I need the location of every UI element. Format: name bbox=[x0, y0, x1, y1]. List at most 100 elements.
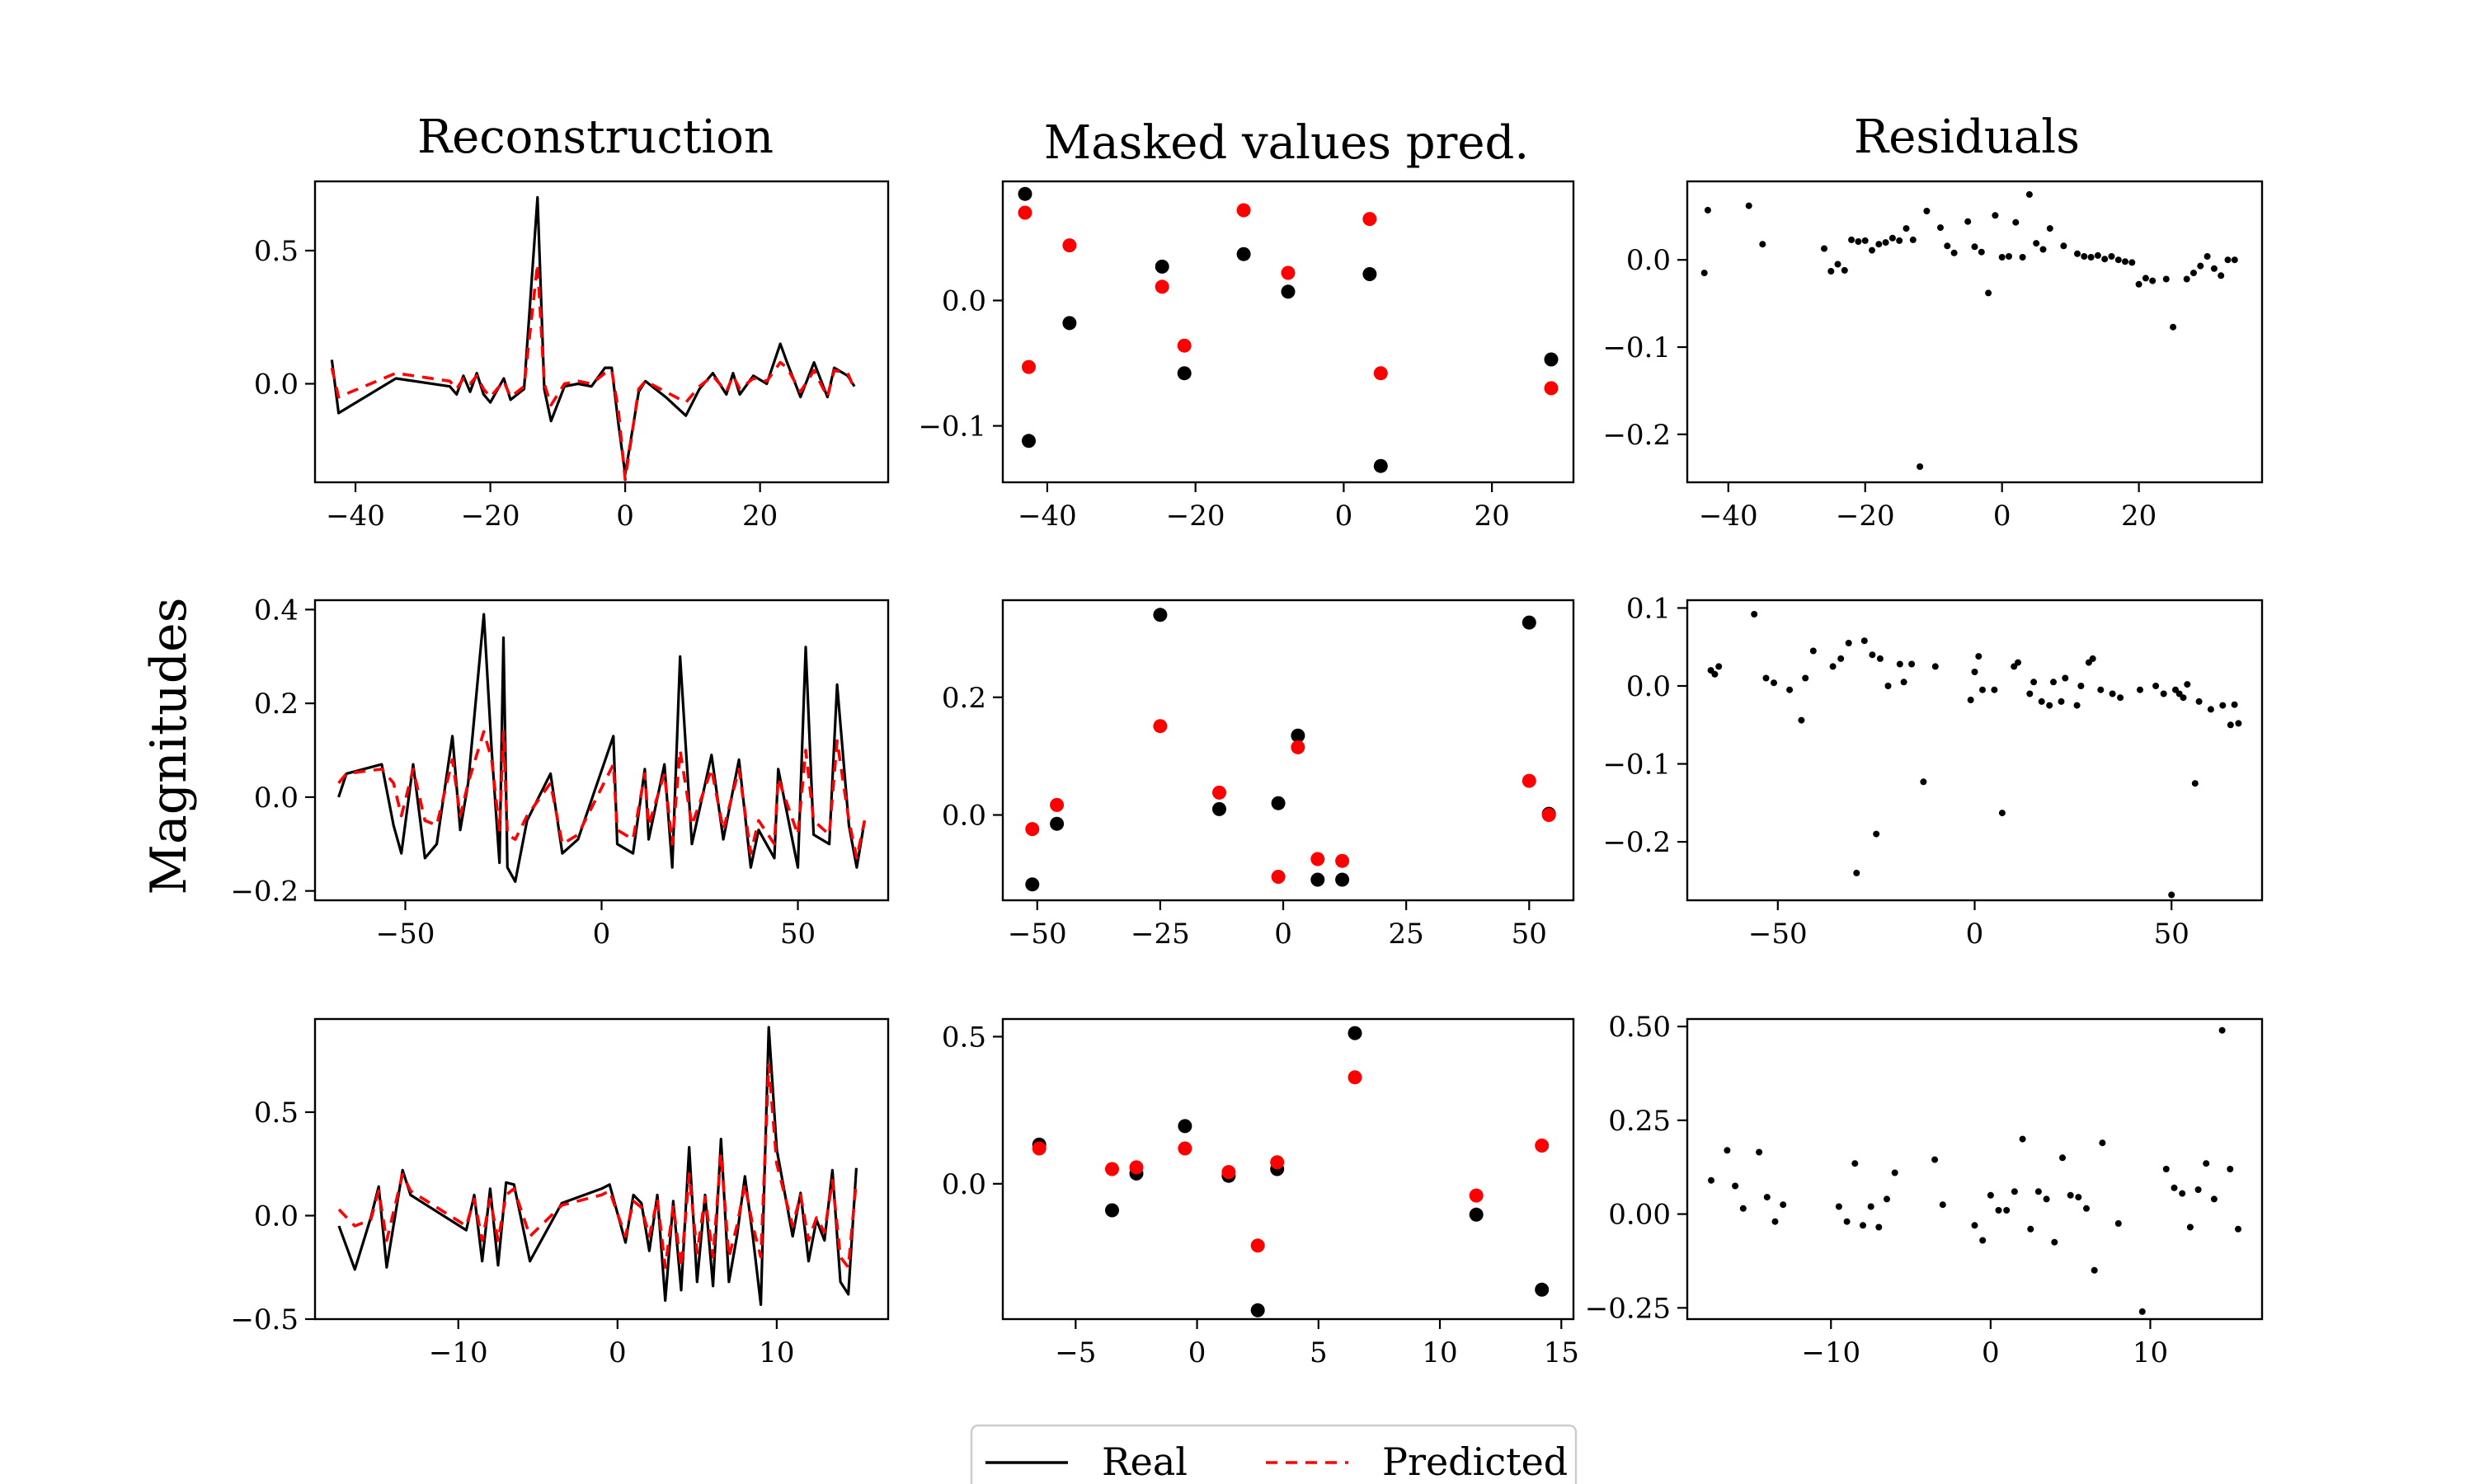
residuals-point bbox=[1821, 245, 1827, 252]
residuals-point bbox=[2043, 1195, 2050, 1203]
residuals-point bbox=[1869, 651, 1876, 659]
y-tick-label: 0.5 bbox=[942, 1021, 986, 1054]
y-tick-label: 0.0 bbox=[942, 1168, 986, 1201]
residuals-point bbox=[2108, 253, 2115, 260]
predicted-point bbox=[1270, 1155, 1285, 1170]
subplot-frame bbox=[1001, 599, 1575, 902]
y-tick-label: −0.2 bbox=[1602, 826, 1671, 859]
residuals-point bbox=[1888, 234, 1896, 242]
residuals-point bbox=[1711, 670, 1719, 678]
predicted-point bbox=[1155, 279, 1169, 294]
real-point bbox=[1469, 1207, 1484, 1222]
residuals-point bbox=[2184, 681, 2191, 688]
predicted-point bbox=[1212, 785, 1226, 800]
residuals-point bbox=[2128, 259, 2136, 266]
y-tick-label: −0.2 bbox=[230, 876, 299, 909]
residuals-point bbox=[2058, 697, 2065, 705]
residuals-point bbox=[1944, 242, 1951, 250]
real-point bbox=[1025, 877, 1040, 892]
subplot-plot-area bbox=[337, 613, 867, 883]
residuals-point bbox=[1855, 238, 1862, 245]
predicted-point bbox=[1535, 1139, 1550, 1153]
residuals-point bbox=[2235, 720, 2242, 727]
residuals-point bbox=[1931, 1156, 1939, 1163]
residuals-point bbox=[2033, 240, 2040, 247]
subplot-frame bbox=[313, 1017, 890, 1321]
x-tick-label: −50 bbox=[376, 918, 435, 951]
residuals-point bbox=[2081, 253, 2088, 260]
residuals-point bbox=[1917, 463, 1924, 470]
residuals-point bbox=[1998, 254, 2006, 261]
subplot-r0c1: −40 −20 0 20 −0.1 0.0 bbox=[918, 180, 1575, 533]
residuals-point bbox=[1923, 208, 1931, 214]
real-point bbox=[1522, 615, 1536, 630]
residuals-point bbox=[2091, 1266, 2098, 1274]
residuals-point bbox=[2195, 697, 2203, 705]
x-tick-label: 0 bbox=[616, 500, 634, 533]
x-tick-label: −5 bbox=[1055, 1336, 1096, 1369]
residuals-point bbox=[1876, 655, 1884, 662]
residuals-point bbox=[2162, 275, 2170, 283]
subplot-r1c2: −50 0 50 −0.2 −0.1 0.0 0.1 bbox=[1602, 592, 2264, 951]
residuals-point bbox=[2160, 690, 2167, 697]
residuals-point bbox=[2046, 225, 2053, 232]
residuals-point bbox=[1756, 1148, 1763, 1156]
residuals-point bbox=[2227, 721, 2234, 729]
real-point bbox=[1022, 434, 1036, 448]
residuals-point bbox=[2135, 280, 2142, 288]
real-point bbox=[1535, 1282, 1550, 1297]
y-tick-label: −0.1 bbox=[918, 411, 986, 444]
y-tick-label: 0.0 bbox=[942, 800, 986, 833]
x-tick-label: 0 bbox=[1335, 500, 1353, 533]
residuals-point bbox=[1995, 1207, 2002, 1214]
residuals-point bbox=[1920, 778, 1927, 786]
y-tick-label: −0.2 bbox=[1602, 419, 1671, 452]
residuals-point bbox=[2003, 1207, 2011, 1214]
residuals-point bbox=[1882, 239, 1889, 247]
predicted-point bbox=[1236, 203, 1251, 218]
x-tick-label: 0 bbox=[1274, 918, 1292, 951]
predicted-point bbox=[1522, 773, 1536, 788]
predicted-line bbox=[337, 1063, 858, 1269]
predicted-point bbox=[1062, 238, 1077, 253]
residuals-point bbox=[2231, 701, 2238, 708]
real-point bbox=[1105, 1203, 1119, 1218]
x-tick-label: 25 bbox=[1389, 918, 1424, 951]
residuals-point bbox=[1875, 241, 1883, 248]
predicted-point bbox=[1281, 265, 1296, 280]
subplot-grid: −40 −20 0 20 0.0 0.5 −40 −20 0 20 −0.1 0.0 −40 −20 0 20… bbox=[230, 180, 2264, 1369]
residuals-point bbox=[1798, 716, 1805, 724]
residuals-point bbox=[2089, 655, 2096, 662]
x-tick-label: 10 bbox=[2133, 1336, 2168, 1369]
subplot-frame bbox=[1001, 1017, 1575, 1321]
residuals-point bbox=[2101, 256, 2109, 263]
residuals-point bbox=[1937, 224, 1944, 232]
y-tick-label: 0.0 bbox=[942, 284, 986, 317]
residuals-point bbox=[2162, 1166, 2170, 1172]
residuals-point bbox=[1845, 640, 1852, 646]
residuals-point bbox=[2019, 1135, 2026, 1143]
residuals-point bbox=[1739, 1205, 1747, 1212]
residuals-point bbox=[2087, 254, 2095, 261]
residuals-point bbox=[2190, 270, 2197, 277]
real-point bbox=[1236, 247, 1251, 261]
residuals-point bbox=[2094, 251, 2101, 259]
x-tick-label: −10 bbox=[1801, 1336, 1860, 1369]
legend: Real Predicted bbox=[970, 1424, 1578, 1484]
residuals-point bbox=[2203, 1160, 2210, 1167]
predicted-point bbox=[1018, 205, 1032, 220]
real-point bbox=[1310, 872, 1325, 887]
real-point bbox=[1178, 1119, 1192, 1134]
residuals-point bbox=[1908, 660, 1916, 668]
residuals-point bbox=[2114, 1220, 2122, 1227]
subplot-plot-area bbox=[1018, 186, 1559, 473]
residuals-point bbox=[1700, 270, 1708, 277]
predicted-point bbox=[1025, 822, 1040, 837]
residuals-point bbox=[1732, 1182, 1739, 1190]
residuals-point bbox=[2180, 694, 2187, 702]
residuals-point bbox=[2191, 780, 2199, 787]
x-tick-label: −20 bbox=[1166, 500, 1225, 533]
y-tick-label: 0.0 bbox=[1626, 244, 1671, 277]
predicted-point bbox=[1469, 1188, 1484, 1203]
x-tick-label: −50 bbox=[1748, 918, 1808, 951]
